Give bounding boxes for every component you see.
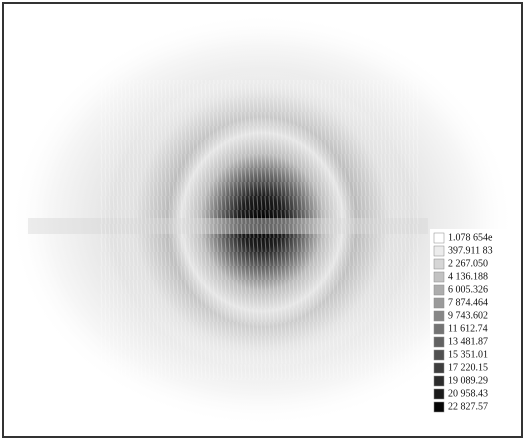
chart: 1.078 654e 397.911 83 2 267.050 4 136.188 6 … xyxy=(0,0,526,441)
legend-swatch xyxy=(434,285,444,295)
legend-swatch xyxy=(434,350,444,360)
legend-swatch xyxy=(434,246,444,256)
legend: 1.078 654e 397.911 83 2 267.050 4 136.188 6 … xyxy=(430,229,518,416)
legend-swatch xyxy=(434,402,444,412)
legend-label: 17 220.15 xyxy=(448,362,488,373)
legend-swatch xyxy=(434,311,444,321)
legend-label: 13 481.87 xyxy=(448,336,488,347)
legend-swatch xyxy=(434,389,444,399)
legend-label: 2 267.050 xyxy=(448,258,488,269)
legend-label: 6 005.326 xyxy=(448,284,488,295)
legend-swatch xyxy=(434,233,444,243)
legend-label: 11 612.74 xyxy=(448,323,488,334)
legend-swatch xyxy=(434,376,444,386)
legend-swatch xyxy=(434,259,444,269)
legend-label: 9 743.602 xyxy=(448,310,488,321)
legend-label: 7 874.464 xyxy=(448,297,488,308)
legend-label: 22 827.57 xyxy=(448,401,488,412)
legend-swatch xyxy=(434,337,444,347)
legend-swatch xyxy=(434,272,444,282)
legend-label: 397.911 83 xyxy=(448,245,493,256)
legend-swatch xyxy=(434,324,444,334)
legend-label: 19 089.29 xyxy=(448,375,488,386)
legend-swatch xyxy=(434,363,444,373)
legend-label: 15 351.01 xyxy=(448,349,488,360)
legend-label: 4 136.188 xyxy=(448,271,488,282)
legend-label: 20 958.43 xyxy=(448,388,488,399)
legend-swatch xyxy=(434,298,444,308)
legend-label: 1.078 654e xyxy=(448,232,493,243)
